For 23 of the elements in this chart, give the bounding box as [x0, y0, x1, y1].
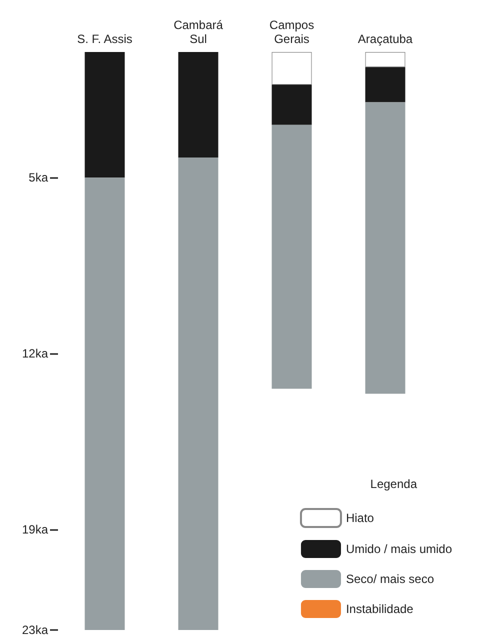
legend-label: Umido / mais umido [346, 542, 452, 556]
y-tick-label: 12ka [22, 346, 48, 361]
bar [272, 52, 312, 85]
legend-label: Seco/ mais seco [346, 572, 434, 586]
bar [272, 84, 312, 125]
legend-title: Legenda [370, 477, 418, 491]
legend-label: Hiato [346, 511, 374, 525]
y-tick-label: 19ka [22, 522, 48, 536]
y-tick-label: 5ka [28, 170, 48, 185]
x-tick-label: Araçatuba [358, 32, 413, 46]
legend-label: Instabilidade [346, 602, 414, 616]
bar [365, 67, 406, 102]
x-tick-label: S. F. Assis [77, 32, 132, 46]
bar [84, 52, 125, 178]
bar [178, 158, 218, 630]
bar [178, 52, 218, 158]
bar [272, 124, 312, 389]
x-tick-label: Campos Gerais [269, 18, 314, 46]
bar [365, 52, 406, 68]
x-tick-label: Cambará Sul [174, 18, 224, 46]
y-tick-label: 23ka [22, 623, 48, 637]
bar [365, 102, 406, 394]
bar [84, 178, 125, 630]
